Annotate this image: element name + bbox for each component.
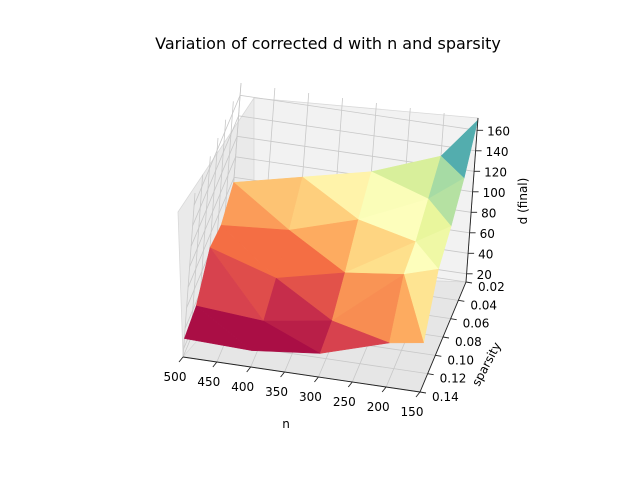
x-tick-mark: [246, 366, 252, 373]
x-tick-mark: [178, 356, 184, 363]
z-tick-label: 140: [486, 145, 509, 159]
x-tick-mark: [280, 371, 285, 378]
z-tick-label: 80: [481, 206, 496, 220]
z-grid-line: [190, 135, 475, 247]
z-tick-label: 160: [487, 124, 510, 138]
z-axis-line: [465, 117, 479, 283]
surface-face: [319, 320, 391, 354]
y-tick-mark: [465, 281, 473, 284]
y-tick-label: 0.14: [432, 390, 459, 404]
y-tick-label: 0.04: [470, 298, 497, 312]
surface-face: [251, 320, 321, 354]
z-ticks: 20 40 60 80 100 120 140 160: [466, 124, 510, 282]
chart-title: Variation of corrected d with n and spar…: [155, 34, 501, 53]
z-tick-label: 100: [483, 186, 506, 200]
x-tick-label: 450: [197, 375, 220, 389]
x-tick-mark: [381, 386, 387, 393]
y-tick-mark: [458, 299, 465, 302]
surface-face: [389, 274, 424, 344]
z-grid-line: [193, 94, 478, 206]
x-tick-mark: [415, 391, 421, 398]
z-tick-label: 20: [477, 268, 492, 282]
x-tick-label: 250: [333, 395, 356, 409]
x-tick-mark: [347, 381, 353, 388]
x-tick-label: 350: [265, 385, 288, 399]
x-tick-mark: [212, 361, 218, 368]
surface-face: [184, 305, 253, 351]
y-tick-label: 0.12: [440, 372, 467, 386]
z-tick-label: 40: [478, 247, 493, 261]
x-tick-label: 200: [367, 400, 390, 414]
y-tick-label: 0.08: [455, 335, 482, 349]
x-tick-mark: [314, 376, 319, 383]
y-tick-mark: [427, 373, 434, 376]
x-tick-label: 300: [299, 390, 322, 404]
z-tick-label: 120: [484, 165, 507, 179]
x-axis-label: n: [282, 417, 290, 431]
y-ticks: 0.02 0.04 0.06 0.08 0.10 0.12 0.14: [419, 280, 505, 404]
y-tick-label: 0.02: [478, 280, 505, 294]
y-tick-mark: [450, 318, 457, 321]
y-tick-mark: [442, 336, 450, 339]
x-tick-label: 150: [401, 405, 424, 419]
y-tick-mark: [435, 354, 442, 357]
x-tick-label: 500: [164, 370, 187, 384]
surface: [184, 119, 479, 354]
z-grid-line: [192, 115, 476, 226]
y-tick-label: 0.06: [463, 317, 490, 331]
x-axis-line: [182, 356, 421, 393]
x-ticks: 500 450 400 350 300 250 200 150: [164, 356, 424, 419]
y-tick-mark: [419, 391, 427, 394]
x-tick-label: 400: [231, 380, 254, 394]
z-tick-label: 60: [480, 227, 495, 241]
z-axis-label: d (final): [516, 178, 530, 225]
y-tick-label: 0.10: [447, 353, 474, 367]
